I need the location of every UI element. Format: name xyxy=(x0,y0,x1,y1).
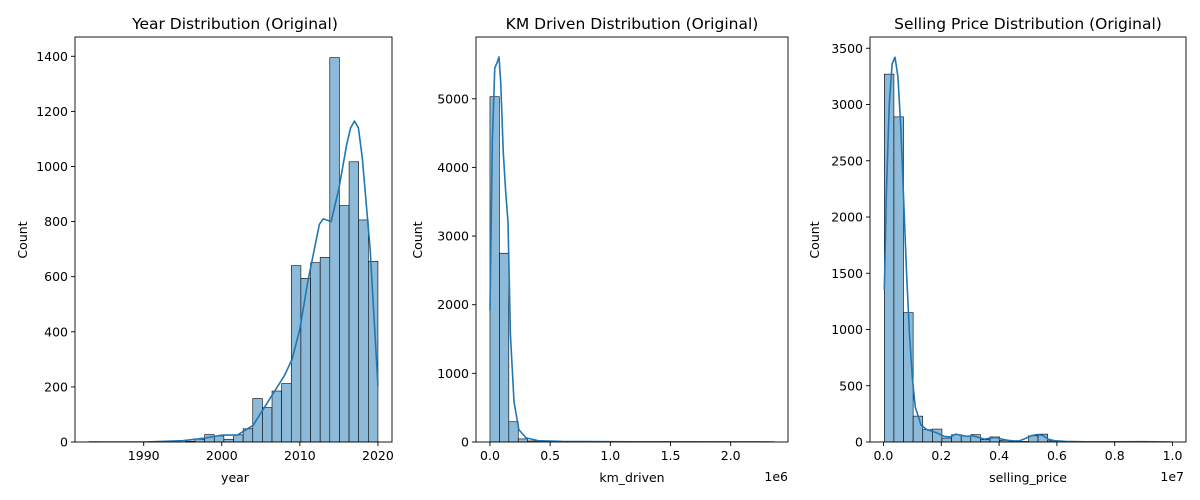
year-distribution-panel: Year Distribution (Original) year Count … xyxy=(15,15,394,485)
histogram-bar xyxy=(319,257,331,442)
x-tick-label: 0.4 xyxy=(989,448,1009,463)
y-tick-label: 500 xyxy=(839,378,863,393)
x-tick-label: 0.0 xyxy=(480,448,500,463)
x-tick-label: 2020 xyxy=(362,448,394,463)
y-tick-label: 1000 xyxy=(831,322,863,337)
histogram-bar xyxy=(893,116,904,442)
histogram-bar xyxy=(489,96,500,442)
y-tick-label: 1200 xyxy=(36,104,68,119)
histogram-bar xyxy=(508,421,519,442)
histogram-bars xyxy=(884,73,1173,442)
kde-curve xyxy=(89,120,379,442)
x-tick-label: 2000 xyxy=(206,448,238,463)
y-tick-label: 800 xyxy=(44,214,68,229)
histogram-bar xyxy=(329,57,340,442)
histogram-bar xyxy=(271,390,282,442)
histogram-bar xyxy=(310,262,321,442)
chart-title: Year Distribution (Original) xyxy=(131,15,338,33)
y-axis-label: Count xyxy=(410,221,425,258)
histogram-bar xyxy=(339,205,350,442)
histogram-bar xyxy=(499,252,510,442)
y-tick-label: 2000 xyxy=(437,297,469,312)
x-tick-label: 2.0 xyxy=(721,448,741,463)
histogram-bar xyxy=(912,415,924,442)
km-driven-distribution-panel: KM Driven Distribution (Original) km_dri… xyxy=(410,15,789,485)
y-tick-label: 3000 xyxy=(831,97,863,112)
x-tick-label: 0.0 xyxy=(873,448,893,463)
x-tick-label: 0.8 xyxy=(1105,448,1125,463)
chart-title: Selling Price Distribution (Original) xyxy=(894,15,1162,33)
kde-curve xyxy=(489,56,775,442)
x-tick-label: 1.0 xyxy=(600,448,620,463)
y-tick-label: 4000 xyxy=(437,160,469,175)
y-tick-label: 1000 xyxy=(36,159,68,174)
x-axis-label: year xyxy=(221,470,250,485)
y-tick-label: 0 xyxy=(855,435,863,450)
y-tick-label: 2500 xyxy=(831,153,863,168)
x-axis-offset-label: 1e6 xyxy=(764,469,788,484)
histogram-bar xyxy=(281,383,292,442)
x-tick-label: 2010 xyxy=(284,448,316,463)
plot-frame xyxy=(869,36,1187,443)
histogram-bar xyxy=(941,437,952,442)
x-axis-label: selling_price xyxy=(989,470,1067,485)
histogram-bar xyxy=(348,161,359,442)
x-axis-label: km_driven xyxy=(599,470,664,485)
x-axis-offset-label: 1e7 xyxy=(1160,469,1184,484)
x-tick-label: 0.5 xyxy=(540,448,560,463)
y-tick-label: 3500 xyxy=(831,41,863,56)
plot-frame xyxy=(475,36,789,443)
y-axis-label: Count xyxy=(15,221,30,258)
x-tick-label: 0.2 xyxy=(931,448,951,463)
y-tick-label: 400 xyxy=(44,324,68,339)
y-tick-label: 3000 xyxy=(437,229,469,244)
x-tick-label: 0.6 xyxy=(1047,448,1067,463)
selling-price-distribution-panel: Selling Price Distribution (Original) se… xyxy=(807,15,1187,485)
chart-title: KM Driven Distribution (Original) xyxy=(506,15,759,33)
y-tick-label: 2000 xyxy=(831,210,863,225)
y-axis-label: Count xyxy=(807,221,822,258)
x-tick-label: 1.0 xyxy=(1163,448,1183,463)
y-tick-label: 200 xyxy=(44,379,68,394)
histogram-bar xyxy=(233,434,244,442)
y-tick-label: 1400 xyxy=(36,49,68,64)
x-tick-label: 1.5 xyxy=(661,448,681,463)
histogram-bar xyxy=(358,219,369,442)
y-tick-label: 0 xyxy=(461,435,469,450)
y-tick-label: 1000 xyxy=(437,366,469,381)
histogram-bar xyxy=(517,438,528,442)
kde-curve xyxy=(883,56,1173,442)
plot-frame xyxy=(74,36,393,443)
y-tick-label: 0 xyxy=(60,435,68,450)
histogram-bar xyxy=(252,398,263,442)
histogram-bar xyxy=(300,278,311,442)
histogram-bars xyxy=(88,57,379,442)
y-tick-label: 5000 xyxy=(437,91,469,106)
y-tick-label: 1500 xyxy=(831,266,863,281)
histogram-bar xyxy=(262,407,273,442)
histogram-bars xyxy=(489,96,775,442)
x-tick-label: 1990 xyxy=(128,448,160,463)
y-tick-label: 600 xyxy=(44,269,68,284)
